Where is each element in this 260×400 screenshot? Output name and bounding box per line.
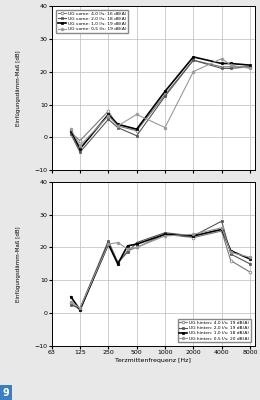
UG hinten: 2,0 l/s: 19 dB(A): (8e+03, 15): 2,0 l/s: 19 dB(A): (8e+03, 15) xyxy=(248,262,251,266)
Legend: UG vorne: 4,0 l/s: 16 dB(A), UG vorne: 2,0 l/s: 18 dB(A), UG vorne: 1,0 l/s: 19 : UG vorne: 4,0 l/s: 16 dB(A), UG vorne: 2… xyxy=(56,10,128,33)
UG hinten: 2,0 l/s: 19 dB(A): (1e+03, 24.5): 2,0 l/s: 19 dB(A): (1e+03, 24.5) xyxy=(164,230,167,235)
UG vorne: 2,0 l/s: 18 dB(A): (4e+03, 21): 2,0 l/s: 18 dB(A): (4e+03, 21) xyxy=(220,66,223,71)
UG vorne: 1,0 l/s: 19 dB(A): (315, 4): 1,0 l/s: 19 dB(A): (315, 4) xyxy=(116,122,119,127)
UG vorne: 2,0 l/s: 18 dB(A): (250, 5.5): 2,0 l/s: 18 dB(A): (250, 5.5) xyxy=(107,117,110,122)
UG hinten: 0,5 l/s: 20 dB(A): (250, 21): 0,5 l/s: 20 dB(A): (250, 21) xyxy=(107,242,110,246)
Y-axis label: Einfügungsdämm-Maß [dB]: Einfügungsdämm-Maß [dB] xyxy=(16,226,21,302)
Text: 9: 9 xyxy=(3,388,9,398)
UG vorne: 0,5 l/s: 19 dB(A): (2e+03, 20): 0,5 l/s: 19 dB(A): (2e+03, 20) xyxy=(192,69,195,74)
UG vorne: 1,0 l/s: 19 dB(A): (5e+03, 22.5): 1,0 l/s: 19 dB(A): (5e+03, 22.5) xyxy=(229,61,232,66)
UG hinten: 0,5 l/s: 20 dB(A): (125, 1.5): 0,5 l/s: 20 dB(A): (125, 1.5) xyxy=(79,306,82,311)
UG vorne: 4,0 l/s: 16 dB(A): (315, 3.5): 4,0 l/s: 16 dB(A): (315, 3.5) xyxy=(116,124,119,128)
UG hinten: 4,0 l/s: 19 dB(A): (1e+03, 24): 4,0 l/s: 19 dB(A): (1e+03, 24) xyxy=(164,232,167,237)
UG hinten: 0,5 l/s: 20 dB(A): (500, 20): 0,5 l/s: 20 dB(A): (500, 20) xyxy=(135,245,138,250)
UG hinten: 4,0 l/s: 19 dB(A): (5e+03, 16): 4,0 l/s: 19 dB(A): (5e+03, 16) xyxy=(229,258,232,263)
UG vorne: 4,0 l/s: 16 dB(A): (250, 8): 4,0 l/s: 16 dB(A): (250, 8) xyxy=(107,109,110,114)
UG vorne: 2,0 l/s: 18 dB(A): (315, 3): 2,0 l/s: 18 dB(A): (315, 3) xyxy=(116,125,119,130)
UG vorne: 2,0 l/s: 18 dB(A): (2e+03, 23.5): 2,0 l/s: 18 dB(A): (2e+03, 23.5) xyxy=(192,58,195,63)
UG hinten: 0,5 l/s: 20 dB(A): (5e+03, 18.5): 0,5 l/s: 20 dB(A): (5e+03, 18.5) xyxy=(229,250,232,255)
UG hinten: 1,0 l/s: 18 dB(A): (250, 21): 1,0 l/s: 18 dB(A): (250, 21) xyxy=(107,242,110,246)
UG vorne: 4,0 l/s: 16 dB(A): (500, 2): 4,0 l/s: 16 dB(A): (500, 2) xyxy=(135,128,138,133)
UG hinten: 1,0 l/s: 18 dB(A): (1e+03, 24): 1,0 l/s: 18 dB(A): (1e+03, 24) xyxy=(164,232,167,237)
UG hinten: 2,0 l/s: 19 dB(A): (125, 1.5): 2,0 l/s: 19 dB(A): (125, 1.5) xyxy=(79,306,82,311)
UG hinten: 2,0 l/s: 19 dB(A): (4e+03, 28): 2,0 l/s: 19 dB(A): (4e+03, 28) xyxy=(220,219,223,224)
UG vorne: 0,5 l/s: 19 dB(A): (500, 7): 0,5 l/s: 19 dB(A): (500, 7) xyxy=(135,112,138,117)
UG hinten: 1,0 l/s: 18 dB(A): (315, 15): 1,0 l/s: 18 dB(A): (315, 15) xyxy=(116,262,119,266)
UG hinten: 1,0 l/s: 18 dB(A): (5e+03, 19): 1,0 l/s: 18 dB(A): (5e+03, 19) xyxy=(229,248,232,253)
Line: UG hinten: 4,0 l/s: 19 dB(A): UG hinten: 4,0 l/s: 19 dB(A) xyxy=(69,230,251,311)
UG hinten: 4,0 l/s: 19 dB(A): (8e+03, 12.5): 4,0 l/s: 19 dB(A): (8e+03, 12.5) xyxy=(248,270,251,274)
UG vorne: 2,0 l/s: 18 dB(A): (125, -4.5): 2,0 l/s: 18 dB(A): (125, -4.5) xyxy=(79,150,82,154)
UG hinten: 0,5 l/s: 20 dB(A): (100, 3.5): 0,5 l/s: 20 dB(A): (100, 3.5) xyxy=(69,299,73,304)
Line: UG vorne: 2,0 l/s: 18 dB(A): UG vorne: 2,0 l/s: 18 dB(A) xyxy=(69,59,251,154)
UG hinten: 2,0 l/s: 19 dB(A): (315, 15.5): 2,0 l/s: 19 dB(A): (315, 15.5) xyxy=(116,260,119,265)
UG hinten: 2,0 l/s: 19 dB(A): (5e+03, 18): 2,0 l/s: 19 dB(A): (5e+03, 18) xyxy=(229,252,232,256)
Legend: UG hinten: 4,0 l/s: 19 dB(A), UG hinten: 2,0 l/s: 19 dB(A), UG hinten: 1,0 l/s: : UG hinten: 4,0 l/s: 19 dB(A), UG hinten:… xyxy=(178,319,251,342)
UG hinten: 1,0 l/s: 18 dB(A): (2e+03, 23.5): 1,0 l/s: 18 dB(A): (2e+03, 23.5) xyxy=(192,234,195,238)
UG hinten: 1,0 l/s: 18 dB(A): (400, 20.5): 1,0 l/s: 18 dB(A): (400, 20.5) xyxy=(126,244,129,248)
UG vorne: 0,5 l/s: 19 dB(A): (4e+03, 24): 0,5 l/s: 19 dB(A): (4e+03, 24) xyxy=(220,56,223,61)
UG vorne: 1,0 l/s: 19 dB(A): (100, 2): 1,0 l/s: 19 dB(A): (100, 2) xyxy=(69,128,73,133)
UG hinten: 0,5 l/s: 20 dB(A): (8e+03, 17): 0,5 l/s: 20 dB(A): (8e+03, 17) xyxy=(248,255,251,260)
UG vorne: 1,0 l/s: 19 dB(A): (8e+03, 22): 1,0 l/s: 19 dB(A): (8e+03, 22) xyxy=(248,63,251,68)
Line: UG vorne: 4,0 l/s: 16 dB(A): UG vorne: 4,0 l/s: 16 dB(A) xyxy=(69,59,251,142)
UG hinten: 1,0 l/s: 18 dB(A): (125, 1): 1,0 l/s: 18 dB(A): (125, 1) xyxy=(79,308,82,312)
UG vorne: 2,0 l/s: 18 dB(A): (8e+03, 21.5): 2,0 l/s: 18 dB(A): (8e+03, 21.5) xyxy=(248,64,251,69)
UG vorne: 4,0 l/s: 16 dB(A): (100, 1.5): 4,0 l/s: 16 dB(A): (100, 1.5) xyxy=(69,130,73,135)
UG vorne: 1,0 l/s: 19 dB(A): (2e+03, 24.5): 1,0 l/s: 19 dB(A): (2e+03, 24.5) xyxy=(192,54,195,59)
UG vorne: 1,0 l/s: 19 dB(A): (125, -3.5): 1,0 l/s: 19 dB(A): (125, -3.5) xyxy=(79,146,82,151)
UG hinten: 4,0 l/s: 19 dB(A): (100, 3): 4,0 l/s: 19 dB(A): (100, 3) xyxy=(69,301,73,306)
UG hinten: 4,0 l/s: 19 dB(A): (125, 1): 4,0 l/s: 19 dB(A): (125, 1) xyxy=(79,308,82,312)
Y-axis label: Einfügungsdämm-Maß [dB]: Einfügungsdämm-Maß [dB] xyxy=(16,50,21,126)
UG vorne: 0,5 l/s: 19 dB(A): (8e+03, 21): 0,5 l/s: 19 dB(A): (8e+03, 21) xyxy=(248,66,251,71)
UG hinten: 0,5 l/s: 20 dB(A): (315, 21.5): 0,5 l/s: 20 dB(A): (315, 21.5) xyxy=(116,240,119,245)
Line: UG hinten: 0,5 l/s: 20 dB(A): UG hinten: 0,5 l/s: 20 dB(A) xyxy=(69,226,251,310)
UG vorne: 0,5 l/s: 19 dB(A): (250, 6.5): 0,5 l/s: 19 dB(A): (250, 6.5) xyxy=(107,114,110,118)
UG hinten: 4,0 l/s: 19 dB(A): (2e+03, 23): 4,0 l/s: 19 dB(A): (2e+03, 23) xyxy=(192,235,195,240)
UG vorne: 4,0 l/s: 16 dB(A): (2e+03, 23.5): 4,0 l/s: 16 dB(A): (2e+03, 23.5) xyxy=(192,58,195,63)
UG hinten: 1,0 l/s: 18 dB(A): (500, 21): 1,0 l/s: 18 dB(A): (500, 21) xyxy=(135,242,138,246)
UG vorne: 1,0 l/s: 19 dB(A): (1e+03, 14): 1,0 l/s: 19 dB(A): (1e+03, 14) xyxy=(164,89,167,94)
UG vorne: 1,0 l/s: 19 dB(A): (250, 7): 1,0 l/s: 19 dB(A): (250, 7) xyxy=(107,112,110,117)
UG vorne: 0,5 l/s: 19 dB(A): (125, -2.5): 0,5 l/s: 19 dB(A): (125, -2.5) xyxy=(79,143,82,148)
UG hinten: 2,0 l/s: 19 dB(A): (500, 21.5): 2,0 l/s: 19 dB(A): (500, 21.5) xyxy=(135,240,138,245)
Line: UG hinten: 1,0 l/s: 18 dB(A): UG hinten: 1,0 l/s: 18 dB(A) xyxy=(69,228,251,311)
UG vorne: 0,5 l/s: 19 dB(A): (315, 3.5): 0,5 l/s: 19 dB(A): (315, 3.5) xyxy=(116,124,119,128)
UG vorne: 0,5 l/s: 19 dB(A): (100, 2.5): 0,5 l/s: 19 dB(A): (100, 2.5) xyxy=(69,127,73,132)
Line: UG hinten: 2,0 l/s: 19 dB(A): UG hinten: 2,0 l/s: 19 dB(A) xyxy=(69,220,251,310)
UG vorne: 4,0 l/s: 16 dB(A): (4e+03, 21.5): 4,0 l/s: 16 dB(A): (4e+03, 21.5) xyxy=(220,64,223,69)
UG vorne: 2,0 l/s: 18 dB(A): (1e+03, 12.5): 2,0 l/s: 18 dB(A): (1e+03, 12.5) xyxy=(164,94,167,99)
UG vorne: 4,0 l/s: 16 dB(A): (125, -1): 4,0 l/s: 16 dB(A): (125, -1) xyxy=(79,138,82,143)
UG hinten: 0,5 l/s: 20 dB(A): (4e+03, 26): 0,5 l/s: 20 dB(A): (4e+03, 26) xyxy=(220,225,223,230)
UG vorne: 4,0 l/s: 16 dB(A): (1e+03, 13): 4,0 l/s: 16 dB(A): (1e+03, 13) xyxy=(164,92,167,97)
UG vorne: 2,0 l/s: 18 dB(A): (5e+03, 21): 2,0 l/s: 18 dB(A): (5e+03, 21) xyxy=(229,66,232,71)
UG vorne: 2,0 l/s: 18 dB(A): (500, 0.5): 2,0 l/s: 18 dB(A): (500, 0.5) xyxy=(135,133,138,138)
UG vorne: 1,0 l/s: 19 dB(A): (500, 2.5): 1,0 l/s: 19 dB(A): (500, 2.5) xyxy=(135,127,138,132)
Line: UG vorne: 1,0 l/s: 19 dB(A): UG vorne: 1,0 l/s: 19 dB(A) xyxy=(69,56,251,150)
UG hinten: 2,0 l/s: 19 dB(A): (100, 2.5): 2,0 l/s: 19 dB(A): (100, 2.5) xyxy=(69,302,73,307)
UG hinten: 4,0 l/s: 19 dB(A): (400, 19): 4,0 l/s: 19 dB(A): (400, 19) xyxy=(126,248,129,253)
UG hinten: 4,0 l/s: 19 dB(A): (4e+03, 25): 4,0 l/s: 19 dB(A): (4e+03, 25) xyxy=(220,229,223,234)
UG vorne: 0,5 l/s: 19 dB(A): (1e+03, 3): 0,5 l/s: 19 dB(A): (1e+03, 3) xyxy=(164,125,167,130)
UG vorne: 2,0 l/s: 18 dB(A): (100, 1): 2,0 l/s: 18 dB(A): (100, 1) xyxy=(69,132,73,136)
UG hinten: 2,0 l/s: 19 dB(A): (2e+03, 23.5): 2,0 l/s: 19 dB(A): (2e+03, 23.5) xyxy=(192,234,195,238)
X-axis label: Terzmittenfrequenz [Hz]: Terzmittenfrequenz [Hz] xyxy=(115,358,191,363)
Line: UG vorne: 0,5 l/s: 19 dB(A): UG vorne: 0,5 l/s: 19 dB(A) xyxy=(69,57,251,147)
UG vorne: 4,0 l/s: 16 dB(A): (8e+03, 21.5): 4,0 l/s: 16 dB(A): (8e+03, 21.5) xyxy=(248,64,251,69)
UG hinten: 2,0 l/s: 19 dB(A): (400, 18.5): 2,0 l/s: 19 dB(A): (400, 18.5) xyxy=(126,250,129,255)
UG vorne: 1,0 l/s: 19 dB(A): (4e+03, 22.5): 1,0 l/s: 19 dB(A): (4e+03, 22.5) xyxy=(220,61,223,66)
UG hinten: 1,0 l/s: 18 dB(A): (100, 5): 1,0 l/s: 18 dB(A): (100, 5) xyxy=(69,294,73,299)
UG hinten: 2,0 l/s: 19 dB(A): (250, 22): 2,0 l/s: 19 dB(A): (250, 22) xyxy=(107,238,110,243)
UG hinten: 1,0 l/s: 18 dB(A): (8e+03, 16.5): 1,0 l/s: 18 dB(A): (8e+03, 16.5) xyxy=(248,256,251,261)
UG hinten: 4,0 l/s: 19 dB(A): (315, 15): 4,0 l/s: 19 dB(A): (315, 15) xyxy=(116,262,119,266)
UG hinten: 0,5 l/s: 20 dB(A): (2e+03, 24): 0,5 l/s: 20 dB(A): (2e+03, 24) xyxy=(192,232,195,237)
UG vorne: 0,5 l/s: 19 dB(A): (5e+03, 22): 0,5 l/s: 19 dB(A): (5e+03, 22) xyxy=(229,63,232,68)
UG hinten: 1,0 l/s: 18 dB(A): (4e+03, 25.5): 1,0 l/s: 18 dB(A): (4e+03, 25.5) xyxy=(220,227,223,232)
UG hinten: 4,0 l/s: 19 dB(A): (250, 21.5): 4,0 l/s: 19 dB(A): (250, 21.5) xyxy=(107,240,110,245)
UG vorne: 4,0 l/s: 16 dB(A): (5e+03, 21.5): 4,0 l/s: 16 dB(A): (5e+03, 21.5) xyxy=(229,64,232,69)
UG hinten: 0,5 l/s: 20 dB(A): (1e+03, 23.5): 0,5 l/s: 20 dB(A): (1e+03, 23.5) xyxy=(164,234,167,238)
UG hinten: 0,5 l/s: 20 dB(A): (400, 19.5): 0,5 l/s: 20 dB(A): (400, 19.5) xyxy=(126,247,129,252)
UG hinten: 4,0 l/s: 19 dB(A): (500, 20): 4,0 l/s: 19 dB(A): (500, 20) xyxy=(135,245,138,250)
